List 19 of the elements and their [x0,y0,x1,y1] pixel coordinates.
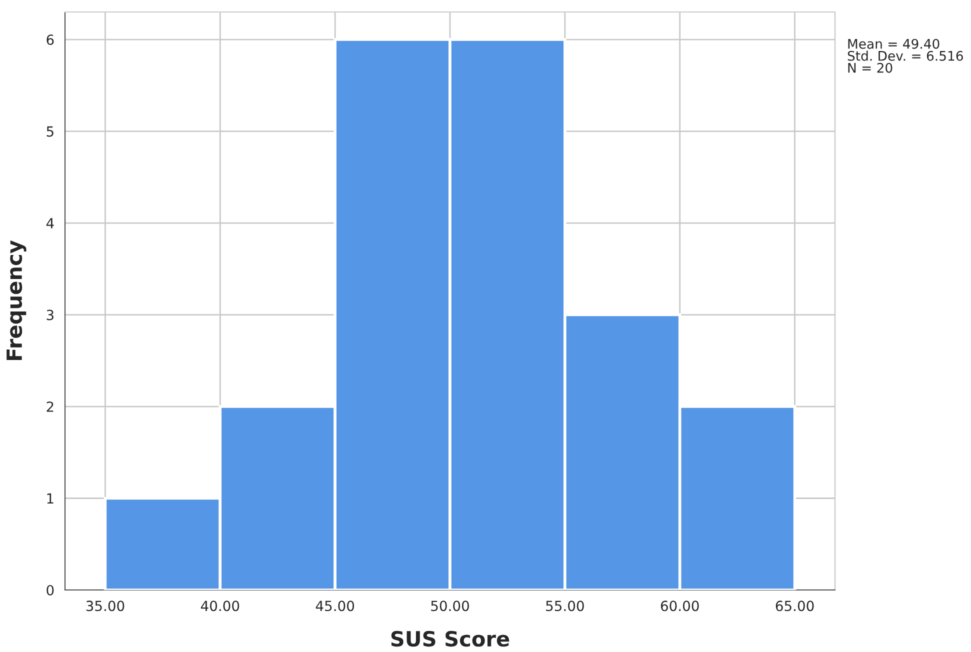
text: Std. Dev. = 6.516 [848,50,963,61]
x-tick-label: 50.00 [431,600,469,612]
y-axis-title: Frequency [6,240,26,360]
x-tick-label: 40.00 [200,600,240,612]
x-tick-label: 35.00 [86,600,124,612]
y-tick-label: 5 [46,126,54,137]
x-tick-label: 60.00 [660,600,699,612]
x-tick-label: 45.00 [316,600,354,612]
y-tick-label: 1 [47,493,54,504]
x-axis-title: SUS Score [391,630,510,647]
y-tick-label: 0 [46,584,54,596]
y-tick-label: 6 [46,34,54,45]
y-tick-label: 4 [46,218,54,228]
y-tick-label: 3 [46,310,54,320]
text: N = 20 [848,62,892,73]
text: Mean = 49.40 [848,38,940,49]
y-tick-label: 2 [46,401,54,412]
x-tick-label: 65.00 [776,600,814,612]
x-tick-label: 55.00 [546,600,584,612]
